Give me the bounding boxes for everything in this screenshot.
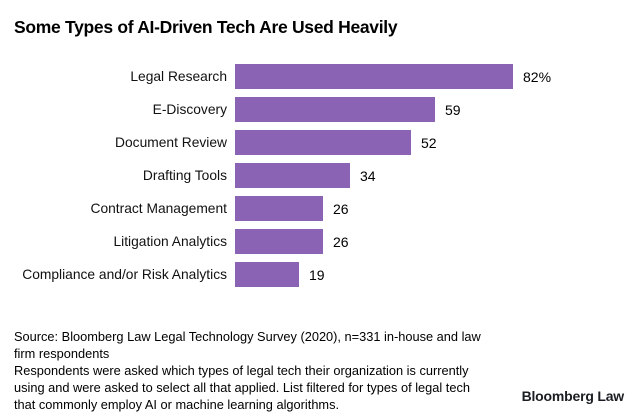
page-title: Some Types of AI-Driven Tech Are Used He… xyxy=(14,17,398,37)
bar xyxy=(235,196,323,221)
bar-value-label: 26 xyxy=(333,233,349,250)
bar-label: Legal Research xyxy=(130,69,227,84)
bar-label: Document Review xyxy=(115,135,227,150)
bar-value-label: 19 xyxy=(309,266,325,283)
bar-value-label: 34 xyxy=(360,167,376,184)
bar-value-label: 59 xyxy=(445,101,461,118)
bar xyxy=(235,163,350,188)
bar-label: Compliance and/or Risk Analytics xyxy=(22,267,227,282)
bar-label: Contract Management xyxy=(90,201,227,216)
bar-chart: Legal Research 82% E-Discovery 59 Document R… xyxy=(0,60,633,291)
bar xyxy=(235,262,299,287)
bar-row: Document Review 52 xyxy=(0,126,633,159)
source-note-line: Respondents were asked which types of le… xyxy=(14,363,469,378)
bar xyxy=(235,130,411,155)
bar-row: E-Discovery 59 xyxy=(0,93,633,126)
bar-row: Litigation Analytics 26 xyxy=(0,225,633,258)
source-note-line: using and were asked to select all that … xyxy=(14,380,470,395)
bar-value-label: 52 xyxy=(421,134,437,151)
bar-row: Compliance and/or Risk Analytics 19 xyxy=(0,258,633,291)
bar-value-label: 82% xyxy=(523,68,552,85)
bar xyxy=(235,229,323,254)
source-note-line: firm respondents xyxy=(14,346,110,361)
source-note-line: Source: Bloomberg Law Legal Technology S… xyxy=(14,329,481,344)
bar-label: E-Discovery xyxy=(152,102,227,117)
bar-value-label: 26 xyxy=(333,200,349,217)
source-note: Source: Bloomberg Law Legal Technology S… xyxy=(14,328,481,413)
bar xyxy=(235,64,513,89)
bar-label: Drafting Tools xyxy=(142,168,227,183)
brand-logo: Bloomberg Law xyxy=(521,388,625,404)
bar-row: Contract Management 26 xyxy=(0,192,633,225)
bar xyxy=(235,97,435,122)
bar-row: Drafting Tools 34 xyxy=(0,159,633,192)
bar-label: Litigation Analytics xyxy=(113,234,227,249)
bar-row: Legal Research 82% xyxy=(0,60,633,93)
source-note-line: that commonly employ AI or machine learn… xyxy=(14,397,340,412)
